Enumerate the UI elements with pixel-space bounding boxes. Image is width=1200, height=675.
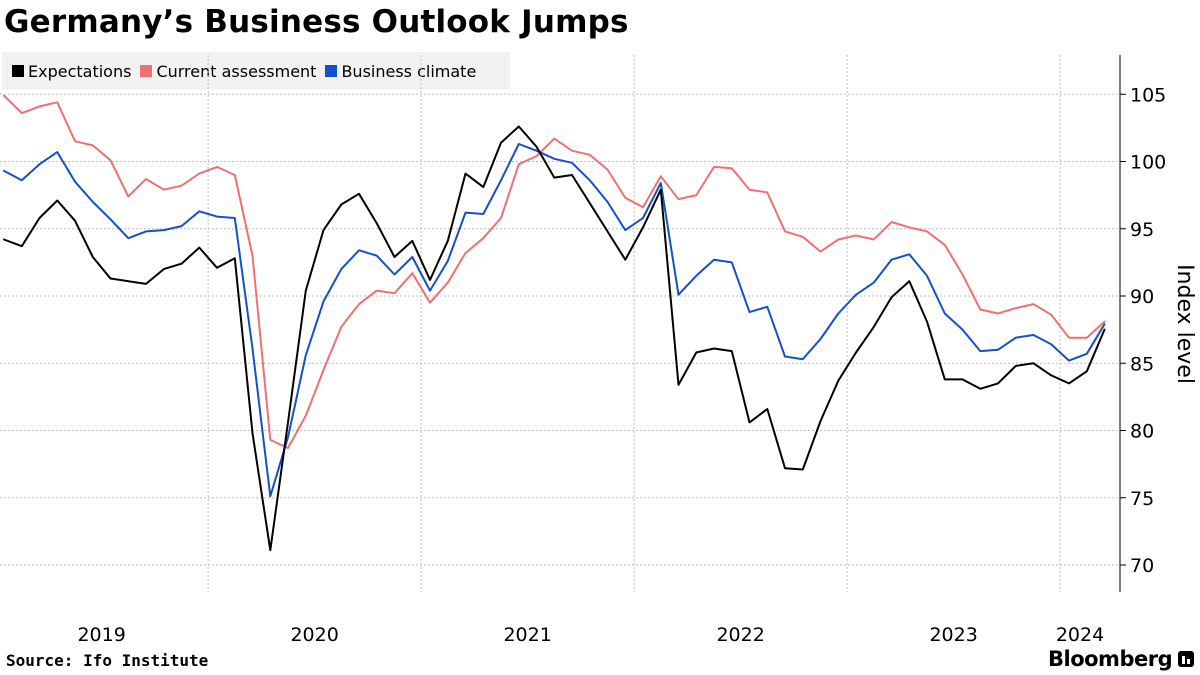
y-tick-label-105: 105 <box>1130 84 1166 106</box>
series-line-current-assessment <box>3 94 1106 449</box>
y-tick-label-95: 95 <box>1130 219 1154 241</box>
x-tick-label-2023: 2023 <box>929 624 977 646</box>
grid-lines <box>0 55 1120 592</box>
chart-title: Germany’s Business Outlook Jumps <box>4 4 629 40</box>
bloomberg-logo-icon <box>1178 651 1195 667</box>
legend-label-expectations: Expectations <box>28 61 132 81</box>
legend-swatch-expectations <box>12 65 24 77</box>
source-note: Source: Ifo Institute <box>6 651 209 670</box>
legend-label-business-climate: Business climate <box>341 61 477 81</box>
y-tick-label-75: 75 <box>1130 488 1154 510</box>
series-line-business-climate <box>3 143 1106 498</box>
legend-item-expectations[interactable]: Expectations <box>12 62 131 81</box>
series-line-expectations <box>3 125 1106 552</box>
x-tick-label-2024: 2024 <box>1056 624 1104 646</box>
legend-swatch-business-climate <box>325 65 338 77</box>
brand-name: Bloomberg <box>1048 647 1173 671</box>
y-tick-label-70: 70 <box>1130 555 1154 577</box>
x-tick-label-2020: 2020 <box>290 624 338 646</box>
x-axis: 2019 2020 2021 2022 2023 2024 <box>77 624 1104 646</box>
y-tick-label-90: 90 <box>1130 286 1154 308</box>
legend-item-business-climate[interactable]: Business climate <box>325 62 476 81</box>
y-tick-label-85: 85 <box>1130 353 1154 375</box>
legend-swatch-current-assessment <box>140 65 153 77</box>
legend-label-current-assessment: Current assessment <box>156 61 317 81</box>
series-lines <box>3 94 1106 552</box>
legend: Expectations Current assessment Business… <box>2 52 510 90</box>
x-tick-label-2021: 2021 <box>503 624 551 646</box>
x-tick-label-2019: 2019 <box>77 624 125 646</box>
y-tick-label-100: 100 <box>1130 152 1166 174</box>
y-tick-label-80: 80 <box>1130 421 1154 443</box>
legend-item-current-assessment[interactable]: Current assessment <box>140 62 316 81</box>
y-axis: 70 75 80 85 90 95 100 105 <box>1119 55 1166 592</box>
x-tick-label-2022: 2022 <box>716 624 764 646</box>
bloomberg-logo: Bloomberg <box>1048 647 1195 671</box>
y-axis-label: Index level <box>1172 264 1197 384</box>
